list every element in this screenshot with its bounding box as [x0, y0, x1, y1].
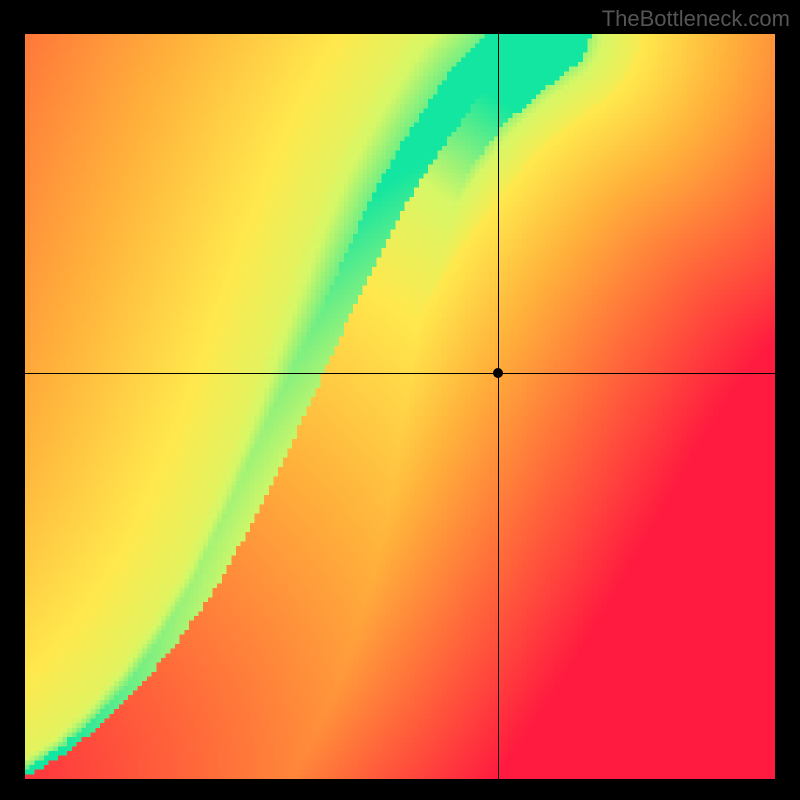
crosshair-horizontal	[25, 373, 775, 374]
heatmap-canvas	[25, 34, 775, 779]
chart-container: TheBottleneck.com	[0, 0, 800, 800]
crosshair-marker	[493, 368, 503, 378]
crosshair-vertical	[498, 34, 499, 779]
watermark-text: TheBottleneck.com	[602, 6, 790, 32]
